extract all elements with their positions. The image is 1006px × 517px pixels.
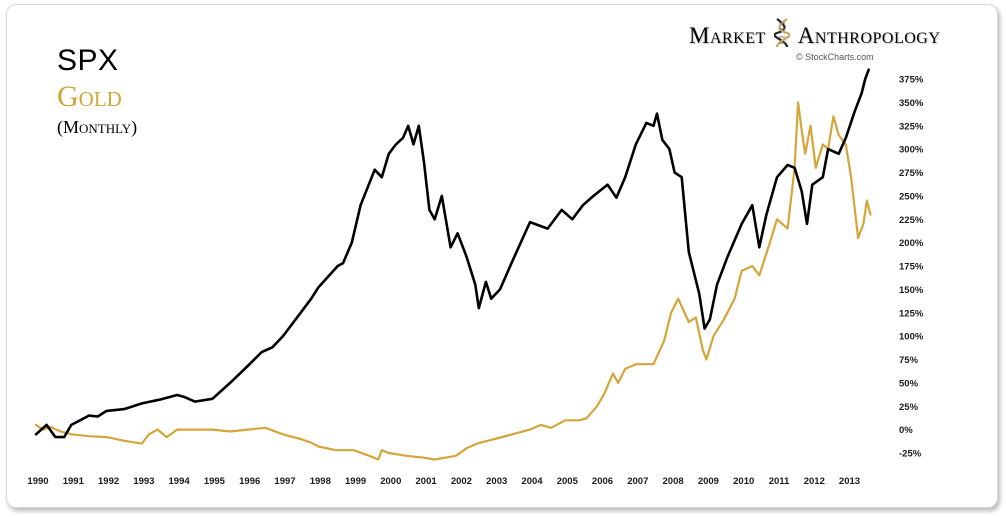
x-tick-label: 1997 [274, 476, 295, 487]
x-tick-label: 2001 [416, 476, 438, 487]
spx-legend-label: SPX [57, 44, 119, 77]
y-tick-label: 325% [899, 121, 924, 132]
spx-line [34, 68, 871, 439]
y-tick-label: 125% [899, 308, 924, 319]
x-tick-label: 1990 [27, 476, 48, 487]
x-tick-label: 1994 [169, 476, 191, 487]
period-label: (Monthly) [57, 117, 138, 137]
y-tick-label: 375% [899, 75, 924, 86]
y-tick-label: 175% [899, 262, 924, 273]
y-tick-label: 275% [899, 168, 924, 179]
y-axis-ticks: -25% 0% 25% 50% 75% 100% 125% 150% 175% 200% 225% 2… [899, 75, 924, 460]
y-tick-label: 100% [899, 332, 924, 343]
x-tick-label: 2009 [698, 476, 719, 487]
x-tick-label: 2007 [627, 476, 648, 487]
x-tick-label: 1998 [310, 476, 331, 487]
x-tick-label: 2010 [733, 476, 754, 487]
gold-series [34, 101, 872, 461]
x-tick-label: 1995 [204, 476, 226, 487]
spx-series [34, 68, 871, 439]
y-tick-label: -25% [899, 449, 922, 460]
chart-frame [6, 4, 998, 508]
gold-line [34, 101, 872, 461]
x-tick-label: 1991 [63, 476, 85, 487]
brand-logo: Market Anthropology [689, 18, 940, 54]
x-tick-label: 2012 [804, 476, 825, 487]
y-tick-label: 300% [899, 145, 924, 156]
y-tick-label: 200% [899, 238, 924, 249]
gold-legend-label: Gold [57, 80, 122, 113]
y-tick-label: 50% [899, 378, 919, 389]
x-tick-label: 2002 [451, 476, 472, 487]
y-tick-label: 75% [899, 355, 919, 366]
x-tick-label: 2006 [592, 476, 613, 487]
x-tick-label: 1992 [98, 476, 119, 487]
x-tick-label: 2004 [521, 476, 543, 487]
x-tick-label: 2003 [486, 476, 507, 487]
dna-helix-icon [773, 18, 791, 54]
brand-word-market: Market [689, 23, 766, 48]
y-tick-label: 250% [899, 191, 924, 202]
y-tick-label: 150% [899, 285, 924, 296]
x-tick-label: 2011 [769, 476, 790, 487]
x-tick-label: 2008 [663, 476, 684, 487]
x-tick-label: 2005 [557, 476, 579, 487]
copyright-text: © StockCharts.com [796, 52, 874, 62]
brand-word-anthropology: Anthropology [797, 23, 941, 48]
y-tick-label: 25% [899, 402, 919, 413]
y-tick-label: 350% [899, 98, 924, 109]
x-tick-label: 2000 [380, 476, 401, 487]
x-tick-label: 1996 [239, 476, 260, 487]
x-tick-label: 1993 [133, 476, 154, 487]
x-tick-label: 2013 [839, 476, 860, 487]
x-tick-label: 1999 [345, 476, 366, 487]
x-axis-ticks: 1990 1991 1992 1993 1994 1995 1996 1997 1998 1999… [27, 476, 860, 487]
y-tick-label: 225% [899, 215, 924, 226]
y-tick-label: 0% [899, 425, 913, 436]
